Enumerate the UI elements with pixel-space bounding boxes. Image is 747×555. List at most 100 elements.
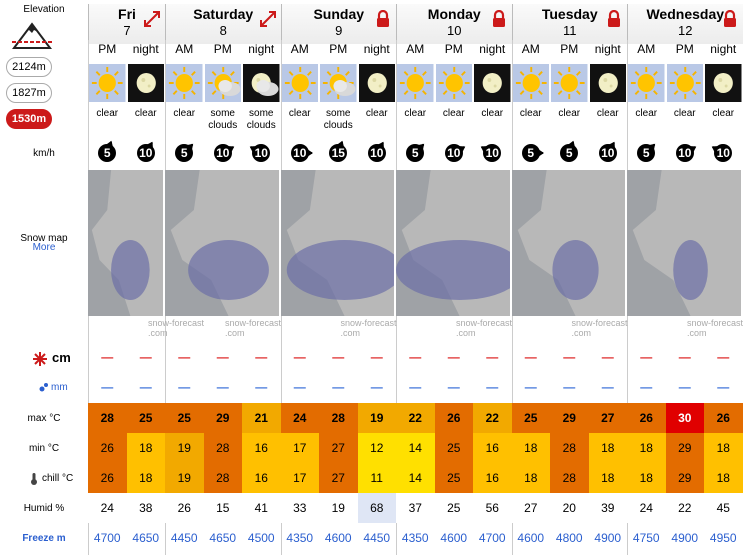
wind-speed: 10: [485, 146, 499, 160]
wind-speed: 10: [370, 146, 384, 160]
weather-summary: some clouds: [323, 108, 353, 131]
wind-arrow-icon: 10: [435, 140, 474, 166]
day-header: Wednesday 12: [627, 4, 743, 44]
min-temp-cell: 29: [665, 433, 704, 463]
rain-value: —: [178, 380, 191, 394]
wind-arrow-icon: 10: [358, 140, 397, 166]
freezing-level-cell: 4900: [671, 531, 699, 545]
day-number: 10: [447, 23, 462, 38]
max-temp-cell: 26: [627, 403, 666, 433]
elevation-2124-button[interactable]: 2124m: [6, 57, 52, 77]
period-label: PM: [329, 42, 348, 56]
sun-icon: [512, 64, 549, 102]
humidity-cell: 27: [511, 493, 550, 523]
snow-value: —: [409, 350, 422, 364]
max-temp-cell: 22: [473, 403, 512, 433]
freezing-level-cell: 4450: [363, 531, 391, 545]
chill-temp-cell: 26: [88, 463, 127, 493]
moon-icon: [589, 64, 626, 102]
snow-map-image[interactable]: [627, 170, 743, 316]
expand-arrows-icon[interactable]: [259, 10, 277, 28]
rain-value: —: [216, 380, 229, 394]
day-header: Monday 10: [396, 4, 512, 44]
snow-map-image[interactable]: [280, 170, 396, 316]
snow-forecast-watermark: snow-forecast .com: [225, 318, 315, 340]
sun-cloud-icon: [320, 64, 357, 102]
freezing-level-cell: 4950: [709, 531, 737, 545]
humidity-cell: 38: [126, 493, 165, 523]
snow-map-image[interactable]: [165, 170, 281, 316]
humidity-cell: 41: [242, 493, 281, 523]
day-number: 12: [678, 23, 693, 38]
period-label: PM: [98, 42, 117, 56]
chill-temp-cell: 18: [588, 463, 627, 493]
min-temp-cell: 14: [396, 433, 435, 463]
chill-temp-cell: 16: [473, 463, 512, 493]
snow-map-image[interactable]: [396, 170, 512, 316]
chill-temp-cell: 27: [319, 463, 358, 493]
snow-map-image[interactable]: [88, 170, 165, 316]
humidity-label: Humid %: [23, 503, 65, 514]
chill-temp-cell: 18: [704, 463, 743, 493]
day-header: Saturday 8: [165, 4, 281, 44]
wind-arrow-icon: 10: [242, 140, 281, 166]
snow-map-image[interactable]: [511, 170, 627, 316]
wind-arrow-icon: 10: [704, 140, 743, 166]
sun-icon: [397, 64, 434, 102]
lock-icon[interactable]: [374, 9, 392, 28]
rain-value: —: [717, 380, 730, 394]
rain-value: —: [486, 380, 499, 394]
period-label: AM: [637, 42, 656, 56]
moon-icon: [127, 64, 164, 102]
sun-icon: [166, 64, 203, 102]
wind-speed: 5: [411, 146, 419, 160]
max-temp-cell: 30: [665, 403, 704, 433]
elevation-1530-button[interactable]: 1530m: [6, 109, 52, 129]
weather-summary: clear: [365, 108, 388, 119]
watermark-line: snow-forecast: [571, 318, 628, 328]
chill-temp-cell: 25: [434, 463, 473, 493]
wind-arrow-icon: 5: [88, 140, 127, 166]
rain-value: —: [370, 380, 383, 394]
lock-icon[interactable]: [490, 9, 508, 28]
chill-temp-cell: 18: [627, 463, 666, 493]
lock-icon[interactable]: [721, 9, 739, 28]
freezing-level-cell: 4600: [324, 531, 352, 545]
sun-icon: [281, 64, 318, 102]
chill-temp-cell: 18: [511, 463, 550, 493]
weather-summary: clear: [519, 108, 542, 119]
rain-value: —: [678, 380, 691, 394]
period-label: AM: [406, 42, 425, 56]
snow-map-more-link[interactable]: More: [32, 242, 56, 253]
humidity-cell: 45: [704, 493, 743, 523]
freezing-level-cell: 4750: [632, 531, 660, 545]
snow-value: —: [563, 350, 576, 364]
freezing-level-cell: 4600: [440, 531, 468, 545]
sun-icon: [666, 64, 703, 102]
wind-speed: 10: [293, 146, 307, 160]
sun-icon: [551, 64, 588, 102]
chill-temp-cell: 28: [203, 463, 242, 493]
weather-summary: clear: [442, 108, 465, 119]
period-label: night: [710, 42, 737, 56]
period-label: PM: [560, 42, 579, 56]
period-label: AM: [175, 42, 194, 56]
day-name: Monday: [427, 6, 481, 22]
moon-cloud-icon: [243, 64, 280, 102]
snow-value: —: [139, 350, 152, 364]
day-name: Sunday: [313, 6, 365, 22]
weather-summary: some clouds: [208, 108, 238, 131]
snow-value: —: [216, 350, 229, 364]
watermark-line: .com: [456, 328, 476, 338]
expand-arrows-icon[interactable]: [143, 10, 161, 28]
day-number: 7: [123, 23, 131, 38]
sun-icon: [435, 64, 472, 102]
snow-forecast-watermark: snow-forecast .com: [148, 318, 238, 340]
rain-value: —: [293, 380, 306, 394]
elevation-1827-button[interactable]: 1827m: [6, 83, 52, 103]
rain-value: —: [601, 380, 614, 394]
day-name: Tuesday: [541, 6, 598, 22]
max-temp-cell: 29: [550, 403, 589, 433]
min-temp-cell: 18: [588, 433, 627, 463]
lock-icon[interactable]: [605, 9, 623, 28]
